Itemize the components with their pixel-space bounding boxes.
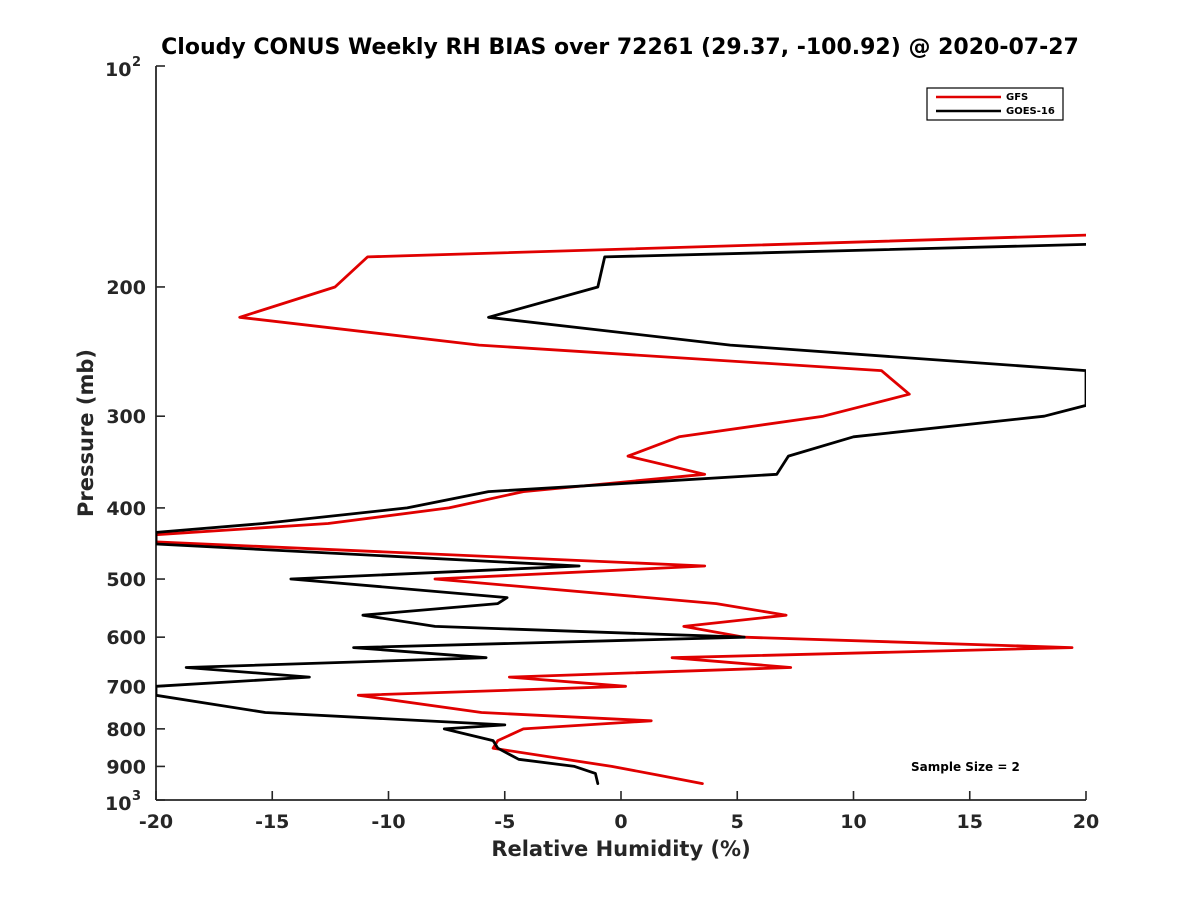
x-axis-ticks: -20 -15 -10 -5 0 5 10 15 20	[139, 791, 1099, 833]
legend-box	[926, 87, 1064, 121]
x-tick-label: 15	[957, 811, 983, 833]
y-tick-label: 700	[106, 676, 146, 698]
y-bottom-label-exp: 3	[132, 789, 141, 804]
y-top-label-base: 10	[105, 59, 131, 81]
x-tick-label: -15	[255, 811, 289, 833]
x-tick-label: 5	[731, 811, 744, 833]
sample-size-annotation: Sample Size = 2	[911, 760, 1020, 774]
y-axis-ticks: 200 300 400 500 600 700 800 900	[106, 65, 165, 801]
y-tick-label: 900	[106, 756, 146, 778]
legend-label-gfs: GFS	[1006, 92, 1028, 103]
y-tick-label: 500	[106, 569, 146, 591]
x-tick-label: 20	[1073, 811, 1099, 833]
legend-label-goes16: GOES-16	[1006, 106, 1055, 117]
y-axis-bottom-label: 10 3	[105, 789, 141, 815]
y-axis-top-label: 10 2	[105, 55, 141, 81]
legend: GFS GOES-16	[926, 87, 1064, 121]
x-axis-label: Relative Humidity (%)	[491, 837, 750, 861]
series-layer	[156, 233, 1086, 785]
series-line-goes16	[156, 242, 1086, 785]
y-top-label-exp: 2	[132, 55, 141, 70]
x-tick-label: -10	[371, 811, 405, 833]
x-tick-label: 10	[840, 811, 866, 833]
x-tick-label: 0	[614, 811, 627, 833]
series-line-gfs	[156, 233, 1086, 785]
y-tick-label: 600	[106, 627, 146, 649]
y-bottom-label-base: 10	[105, 793, 131, 815]
x-tick-label: -20	[139, 811, 173, 833]
y-tick-label: 200	[106, 277, 146, 299]
y-tick-label: 400	[106, 498, 146, 520]
x-tick-label: -5	[494, 811, 515, 833]
chart-title: Cloudy CONUS Weekly RH BIAS over 72261 (…	[161, 35, 1079, 60]
y-tick-label: 800	[106, 719, 146, 741]
y-axis-label: Pressure (mb)	[74, 349, 98, 517]
y-tick-label: 300	[106, 406, 146, 428]
